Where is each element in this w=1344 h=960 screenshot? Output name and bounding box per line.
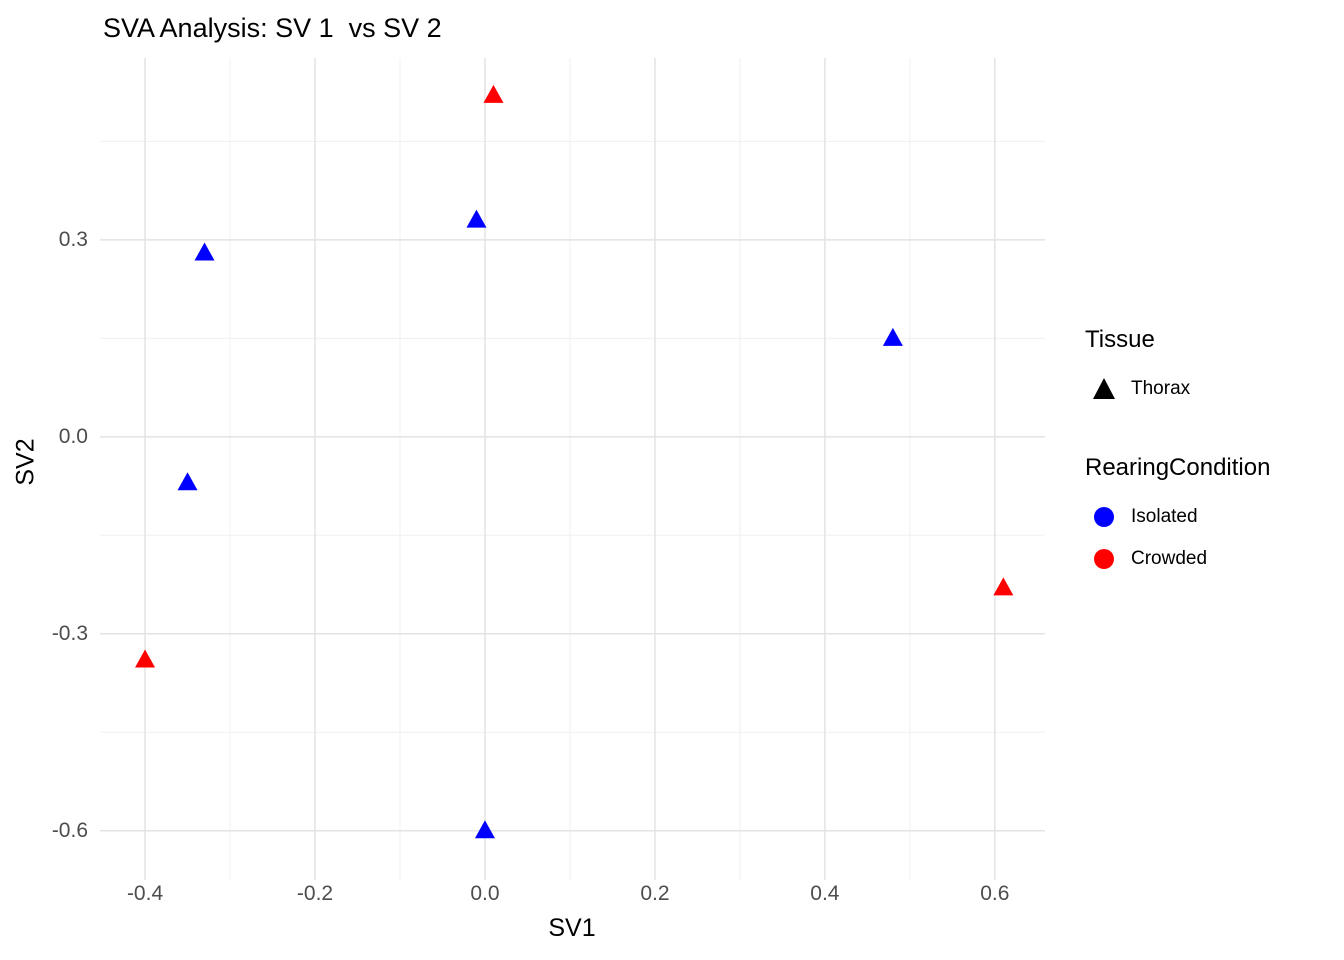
data-point-crowded (993, 577, 1014, 596)
data-point-isolated (466, 209, 487, 228)
data-point-crowded (483, 84, 504, 103)
legend-item-crowded: Crowded (1085, 538, 1335, 580)
x-tick-label: 0.2 (640, 882, 670, 905)
data-point-isolated (882, 327, 903, 346)
x-tick-label: -0.2 (296, 882, 334, 905)
triangle-icon (1093, 378, 1115, 399)
y-axis-title: SV2 (11, 438, 40, 486)
x-tick-label: 0.6 (980, 882, 1010, 905)
data-point-crowded (135, 649, 156, 668)
x-tick-label: 0.0 (470, 882, 500, 905)
y-tick-label: -0.6 (51, 818, 88, 842)
chart-title: SVA Analysis: SV 1 vs SV 2 (103, 13, 442, 43)
legend-label-thorax: Thorax (1131, 378, 1191, 399)
legend-item-thorax: Thorax (1085, 368, 1335, 410)
plot-panel (100, 58, 1045, 880)
legend-label-isolated: Isolated (1131, 506, 1198, 527)
y-tick-label: 0.3 (58, 227, 88, 251)
triangle-glyph (1093, 378, 1115, 399)
data-point-isolated (194, 242, 215, 261)
x-tick-label: 0.4 (810, 882, 840, 905)
x-tick-label: -0.4 (126, 882, 164, 905)
circle-icon-red (1094, 549, 1114, 569)
circle-icon-blue (1094, 507, 1114, 527)
y-tick-label: 0.0 (58, 424, 88, 448)
circle-glyph (1094, 507, 1114, 527)
legend-title-tissue: Tissue (1085, 326, 1155, 353)
circle-glyph (1094, 549, 1114, 569)
x-axis-title: SV1 (548, 914, 596, 942)
legend-title-rearing: RearingCondition (1085, 454, 1271, 481)
data-point-isolated (474, 820, 495, 839)
legend: Tissue Thorax RearingCondition Isolated … (1085, 326, 1335, 580)
legend-item-isolated: Isolated (1085, 496, 1335, 538)
y-tick-label: -0.3 (51, 621, 88, 645)
data-point-isolated (177, 472, 198, 491)
legend-label-crowded: Crowded (1131, 548, 1208, 569)
